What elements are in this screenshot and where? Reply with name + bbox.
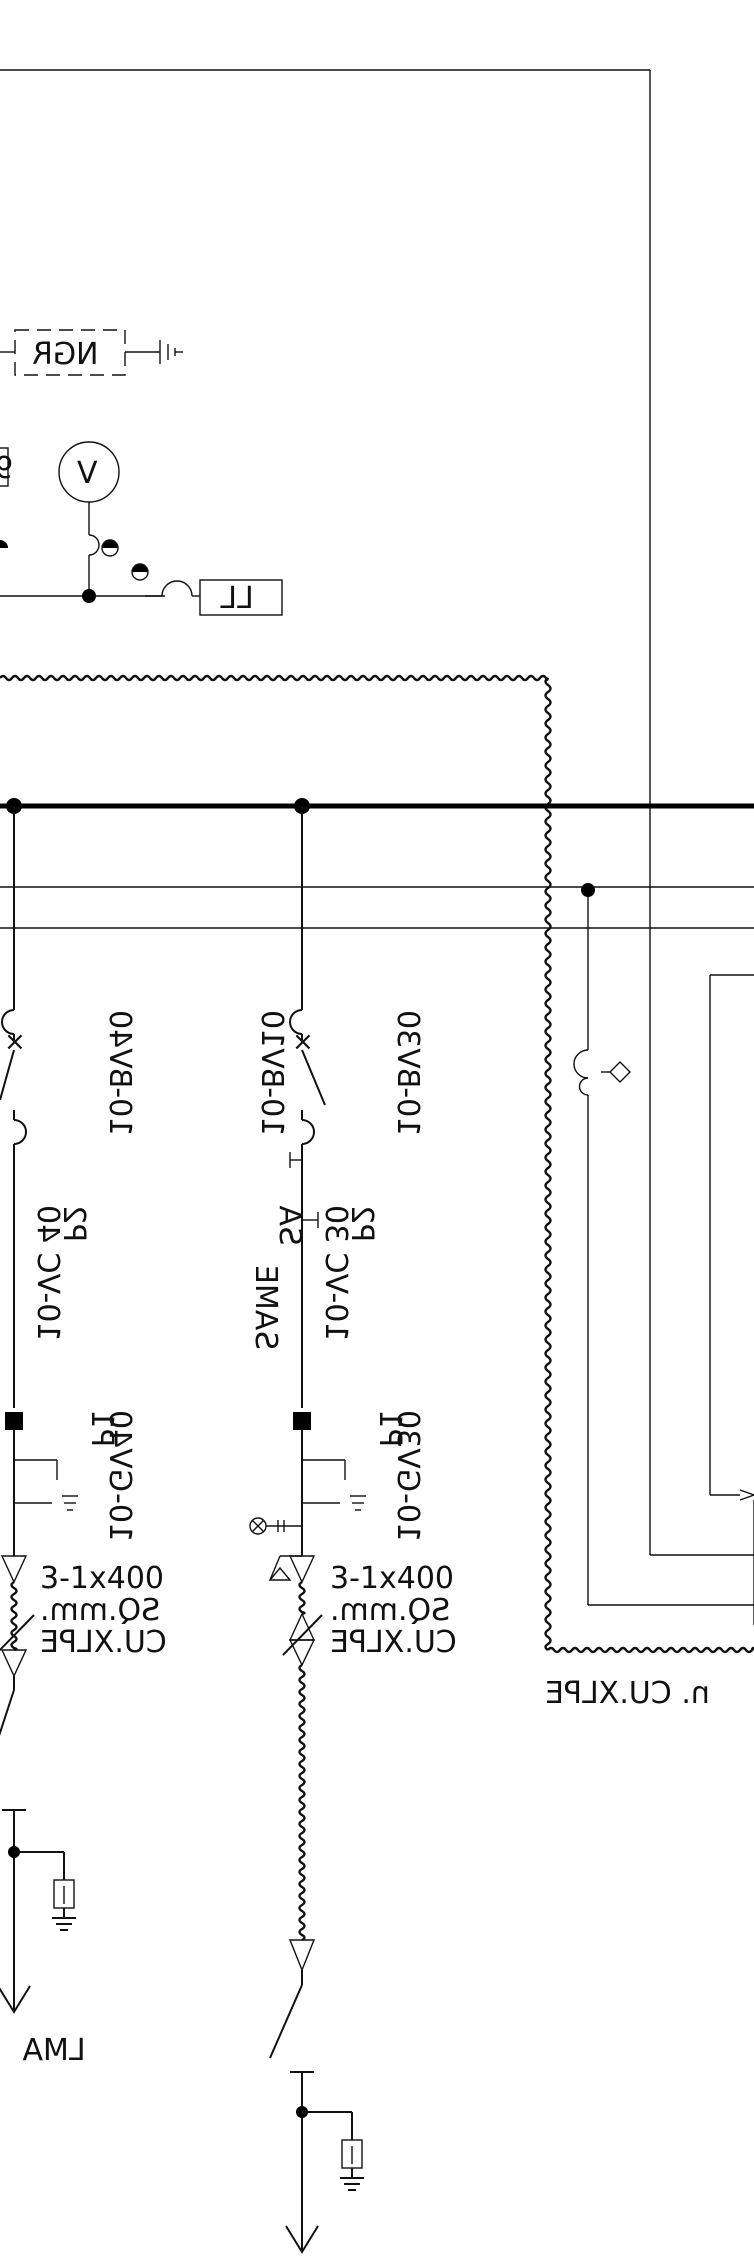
right-cable-unit: SQ.mm. — [330, 1593, 450, 1628]
right-ground-id: 10-GV30 — [390, 1410, 425, 1542]
left-cable-type: CU.XLPE — [40, 1625, 167, 1660]
feeder-left: × — [0, 806, 78, 2014]
right-cable-type: CU.XLPE — [330, 1625, 457, 1660]
cable-termination-icon — [288, 1555, 316, 1584]
frame-lines — [0, 69, 754, 1625]
left-cable-size: 3-1x400 — [40, 1561, 164, 1596]
ngr-label: NGR — [32, 337, 99, 372]
breaker-icon-left — [0, 1049, 15, 1101]
left-cable-unit: SQ.mm. — [40, 1593, 160, 1628]
right-sa-label: SA — [272, 1205, 307, 1246]
screen-boundary-bottom — [547, 1646, 754, 1654]
left-load-label: LMA — [22, 2033, 86, 2068]
right-partial-cable-label: n. CU.XLPE — [545, 1676, 710, 1711]
breaker-icon — [301, 1049, 326, 1106]
left-tag-p1: P1 — [84, 1410, 119, 1447]
right-tag-p1: P1 — [372, 1410, 407, 1447]
left-ground-id: 10-GV40 — [102, 1410, 137, 1542]
left-tag-p2: P2 — [56, 1205, 91, 1242]
right-bv-id: 10-BV10 — [254, 1010, 289, 1136]
feeder-right: × — [249, 806, 366, 2254]
right-same-label: SAME — [248, 1265, 283, 1350]
right-vc-id: 10-VC 30 — [318, 1205, 353, 1341]
left-breaker-id: 10-BV40 — [102, 1010, 137, 1136]
left-vc-id: 10-VC 40 — [30, 1205, 65, 1341]
right-cable-size: 3-1x400 — [330, 1561, 454, 1596]
screen-boundary-right — [544, 677, 552, 1652]
svg-text:×: × — [292, 1027, 314, 1057]
ll-label: LL — [220, 581, 254, 616]
right-branch-tap — [573, 883, 631, 1096]
ground-icon — [159, 340, 183, 364]
svg-text:×: × — [4, 1027, 26, 1057]
surge-arrester-icon — [268, 1566, 292, 1581]
right-breaker-id: 10-BV30 — [390, 1010, 425, 1136]
right-tag-p2: P2 — [344, 1205, 379, 1242]
relay-partial-label: 9 — [0, 451, 13, 486]
voltmeter-block: 9 V LL — [0, 441, 283, 616]
ngr-block: NGR — [0, 329, 183, 376]
voltmeter-label: V — [77, 456, 98, 491]
screen-boundary-top — [0, 674, 550, 682]
